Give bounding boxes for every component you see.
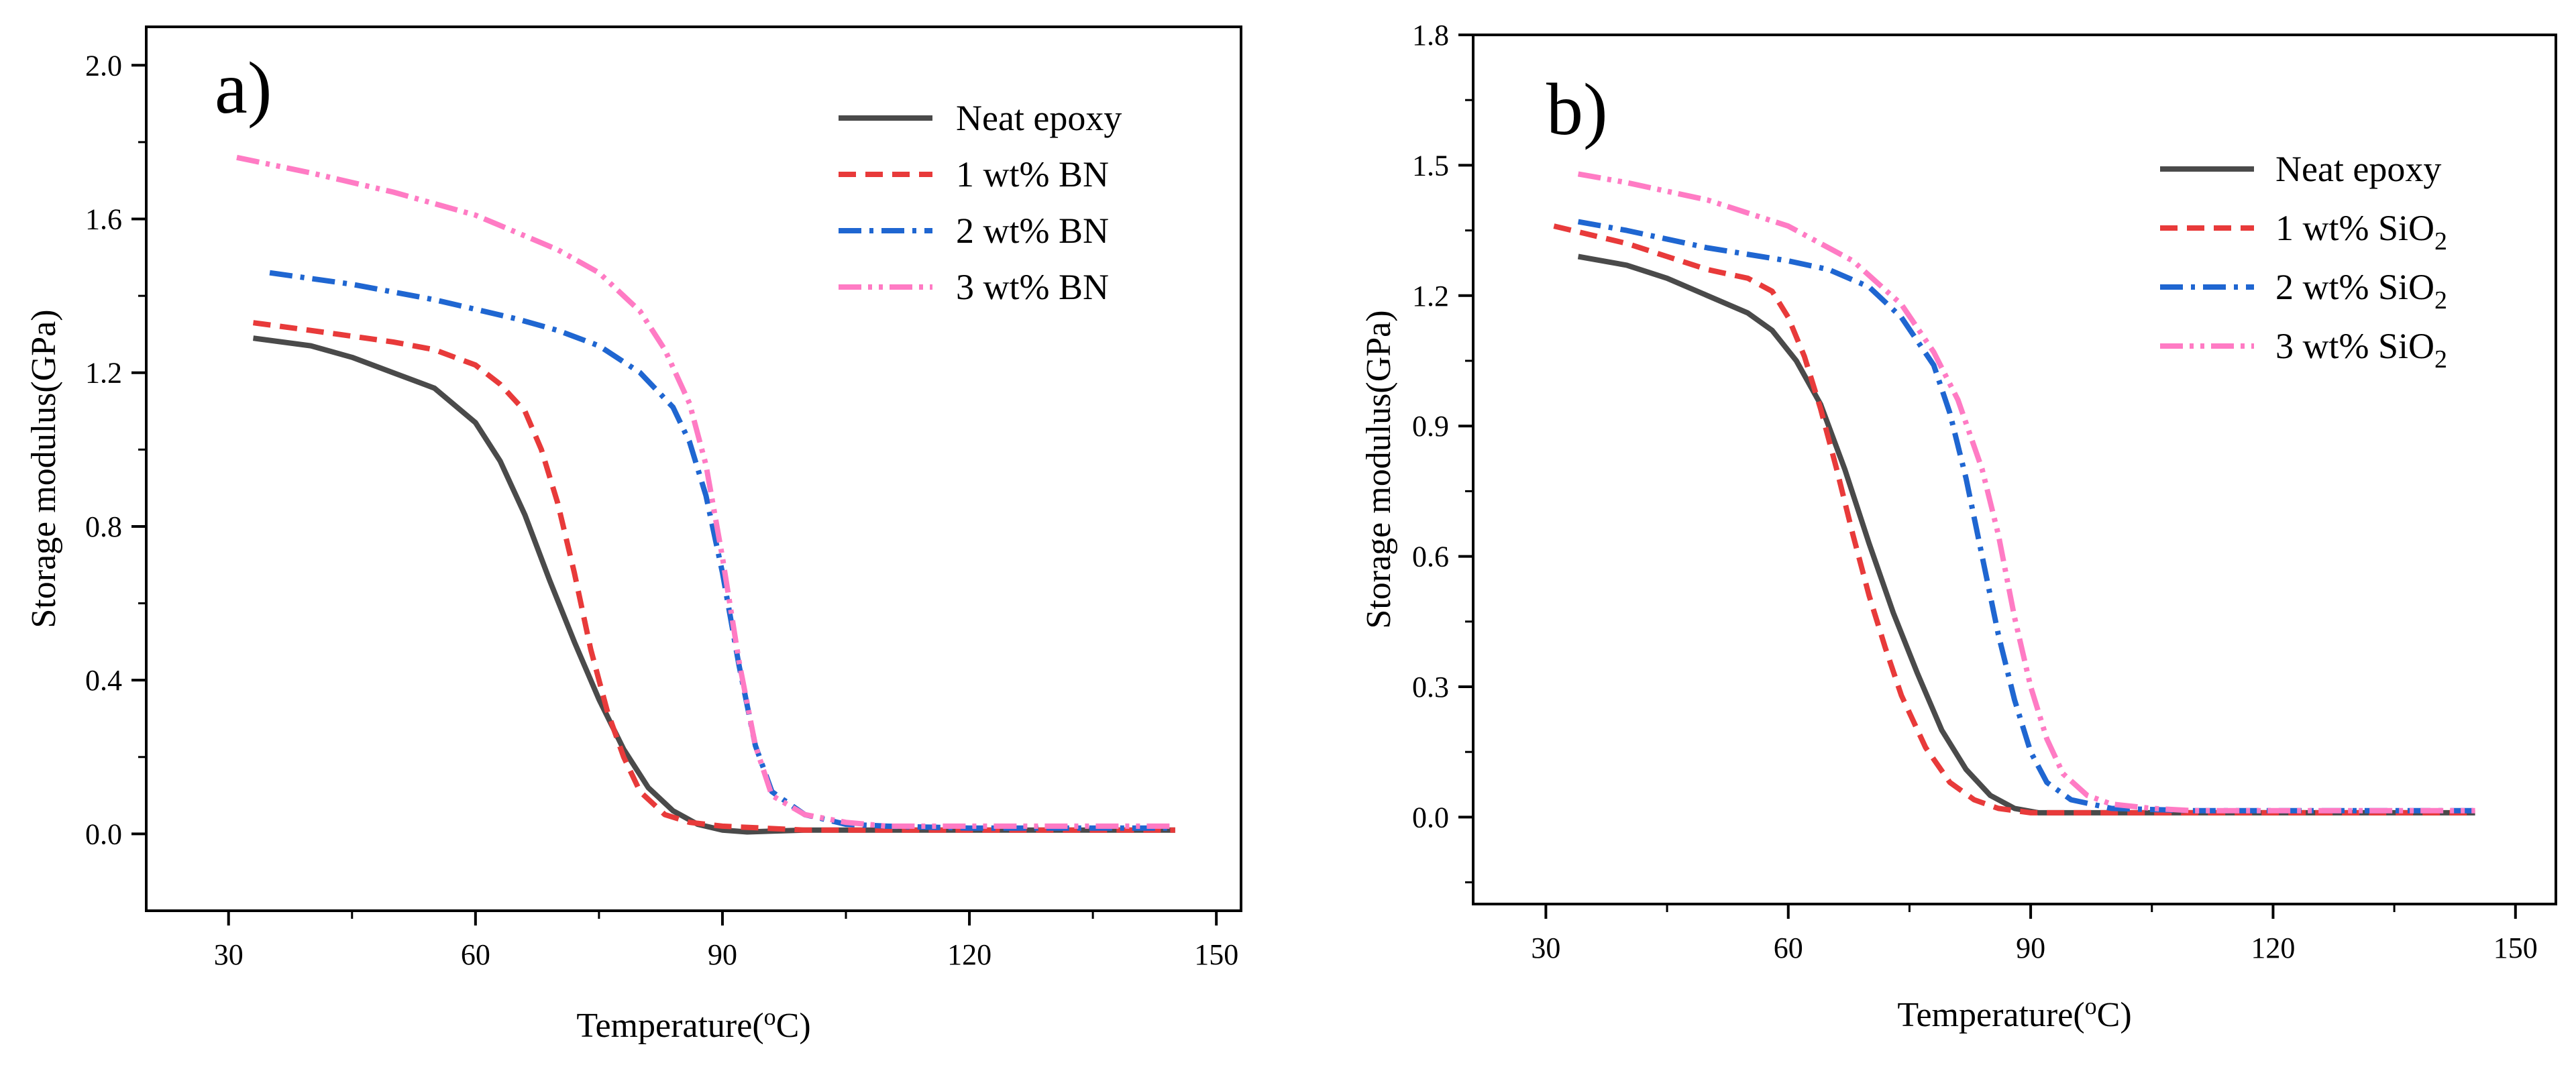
- y-tick-label: 1.5: [1412, 149, 1449, 182]
- y-tick-label: 0.9: [1412, 410, 1449, 443]
- x-tick-label: 60: [461, 938, 490, 971]
- series-line-4: [1577, 171, 2475, 814]
- y-tick-label: 0.6: [1412, 541, 1449, 573]
- x-tick-label: 30: [214, 938, 244, 971]
- legend-label: 3 wt% SiO2: [2275, 326, 2447, 374]
- legend-label: 1 wt% SiO2: [2275, 208, 2447, 256]
- x-tick-label: 30: [1531, 932, 1560, 964]
- x-tick-label: 90: [708, 938, 737, 971]
- y-tick-label: 1.2: [85, 357, 122, 390]
- legend-label: Neat epoxy: [956, 98, 1122, 138]
- y-tick-label: 2.0: [85, 49, 122, 82]
- legend: Neat epoxy 1 wt% SiO2 2 wt% SiO2 3 wt% SiO2: [2160, 149, 2447, 374]
- series-line-2: [252, 320, 1175, 833]
- series-line-3: [1577, 219, 2475, 814]
- y-tick-label: 0.8: [85, 510, 122, 543]
- chart-panel-a: 30 60 90 120 150 0.0 0.4 0.8 1.2 1.6 2.0 Temperatur…: [25, 25, 1242, 1045]
- plot-frame: [145, 25, 1242, 912]
- x-tick-label: 120: [947, 938, 991, 971]
- legend-label: 2 wt% SiO2: [2275, 267, 2447, 315]
- x-axis-title: Temperature(oC): [576, 1003, 810, 1045]
- y-tick-label: 0.0: [1412, 801, 1449, 834]
- y-tick-label: 0.4: [85, 664, 122, 697]
- y-axis-title: Storage modulus(GPa): [1360, 310, 1398, 628]
- x-tick-label: 60: [1774, 932, 1803, 964]
- y-axis-title: Storage modulus(GPa): [25, 309, 63, 628]
- panel-label: a): [215, 47, 272, 129]
- y-tick-label: 1.2: [1412, 280, 1449, 313]
- y-tick-label: 0.0: [85, 818, 122, 850]
- y-tick-label: 0.3: [1412, 671, 1449, 704]
- series-line-4: [236, 154, 1175, 829]
- legend-label: Neat epoxy: [2275, 149, 2441, 189]
- chart-panel-b: 30 60 90 120 150 0.0 0.3 0.6 0.9 1.2 1.5 1.8 Tempera…: [1360, 19, 2557, 1034]
- y-tick-label: 1.8: [1412, 19, 1449, 52]
- series-line-1: [252, 335, 1175, 835]
- x-tick-label: 150: [2493, 932, 2538, 964]
- plot-frame: [1472, 34, 2557, 905]
- legend-label: 3 wt% BN: [956, 267, 1109, 307]
- x-axis-title: Temperature(oC): [1897, 993, 2131, 1034]
- y-tick-label: 1.6: [85, 203, 122, 236]
- legend-label: 1 wt% BN: [956, 154, 1109, 194]
- panel-label: b): [1546, 68, 1608, 150]
- legend: Neat epoxy 1 wt% BN 2 wt% BN 3 wt% BN: [839, 98, 1122, 307]
- x-tick-label: 120: [2251, 932, 2295, 964]
- x-tick-label: 90: [2016, 932, 2045, 964]
- legend-label: 2 wt% BN: [956, 211, 1109, 251]
- series-line-2: [1553, 223, 2475, 816]
- x-tick-label: 150: [1194, 938, 1238, 971]
